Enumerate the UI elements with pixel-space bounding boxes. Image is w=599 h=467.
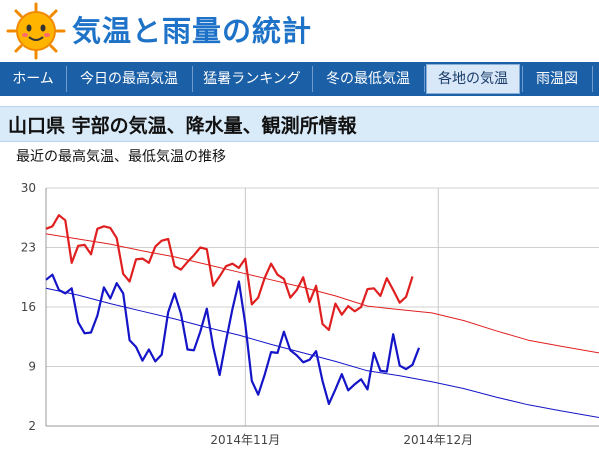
nav-divider xyxy=(424,66,425,92)
site-header: 気温と雨量の統計 xyxy=(0,0,599,62)
nav-divider xyxy=(312,66,313,92)
tab-climate-chart[interactable]: 雨温図 xyxy=(536,71,578,87)
site-title[interactable]: 気温と雨量の統計 xyxy=(72,14,313,48)
main-nav: ホーム 今日の最高気温 猛暑ランキング 冬の最低気温 各地の気温 雨温図 xyxy=(0,62,599,96)
tab-heat-ranking[interactable]: 猛暑ランキング xyxy=(203,71,301,87)
series-line-min-normal xyxy=(45,287,599,418)
nav-divider xyxy=(522,66,523,92)
y-tick-label: 16 xyxy=(21,300,36,314)
nav-divider xyxy=(66,66,67,92)
y-tick-label: 30 xyxy=(21,181,36,195)
nav-divider xyxy=(192,66,193,92)
y-tick-label: 9 xyxy=(28,360,36,374)
tab-winter-min-temp[interactable]: 冬の最低気温 xyxy=(326,71,410,87)
y-tick-label: 2 xyxy=(28,419,36,433)
tab-today-max-temp[interactable]: 今日の最高気温 xyxy=(80,71,178,87)
series-line-min-recent xyxy=(45,273,421,405)
series-line-max-recent xyxy=(45,214,414,331)
sun-face-icon[interactable] xyxy=(4,2,68,60)
temperature-chart: 2 9 16 23 30 2014年11月 2014年12月 xyxy=(21,181,599,447)
chart-heading: 最近の最高気温、最低気温の推移 xyxy=(16,149,226,165)
x-tick-label: 2014年12月 xyxy=(403,433,473,447)
nav-divider xyxy=(592,66,593,92)
page-title: 山口県 宇部の気温、降水量、観測所情報 xyxy=(8,115,357,137)
tab-regional-temp[interactable]: 各地の気温 xyxy=(426,64,520,94)
y-tick-label: 23 xyxy=(21,241,36,255)
series-line-max-normal xyxy=(45,233,599,354)
page-title-bar: 山口県 宇部の気温、降水量、観測所情報 xyxy=(0,106,599,142)
x-tick-label: 2014年11月 xyxy=(210,433,280,447)
tab-home[interactable]: ホーム xyxy=(12,71,54,87)
